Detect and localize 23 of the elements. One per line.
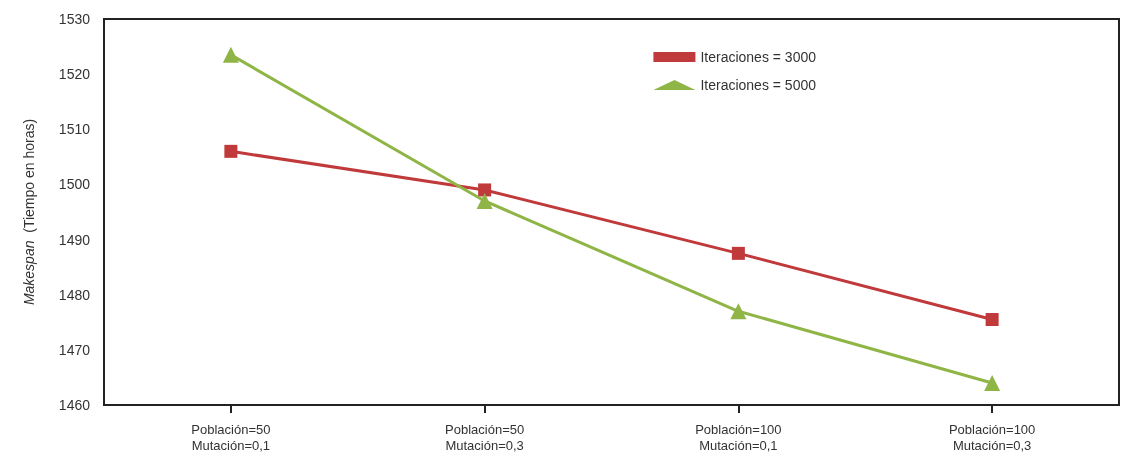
y-tick-label: 1470 [58,341,91,358]
y-tick-label: 1460 [58,397,91,413]
y-tick-label: 1490 [58,231,91,248]
point [731,246,745,260]
y-tick-label: 1480 [58,286,91,303]
point [730,303,747,320]
point [476,192,493,209]
y-tick-label: 1520 [58,66,91,83]
x-tick-label: Población=50 Mutación=0,1 [191,421,271,453]
point [984,374,1001,391]
y-tick-label: 1500 [58,176,91,193]
x-tick-label: Población=100 Mutación=0,1 [695,421,782,453]
point [222,46,239,63]
legend-label: Iteraciones = 3000 [700,49,817,65]
point [478,183,492,197]
y-tick-label: 1530 [58,11,91,27]
legend-label: Iteraciones = 5000 [700,77,817,93]
point [224,144,238,158]
point [985,313,999,327]
y-tick-label: 1510 [58,121,91,138]
y-axis-title: Makespan (Tiempo en horas) [21,118,37,306]
x-tick-label: Población=100 Mutación=0,3 [948,421,1036,453]
x-tick-label: Población=50 Mutación=0,3 [445,421,525,453]
